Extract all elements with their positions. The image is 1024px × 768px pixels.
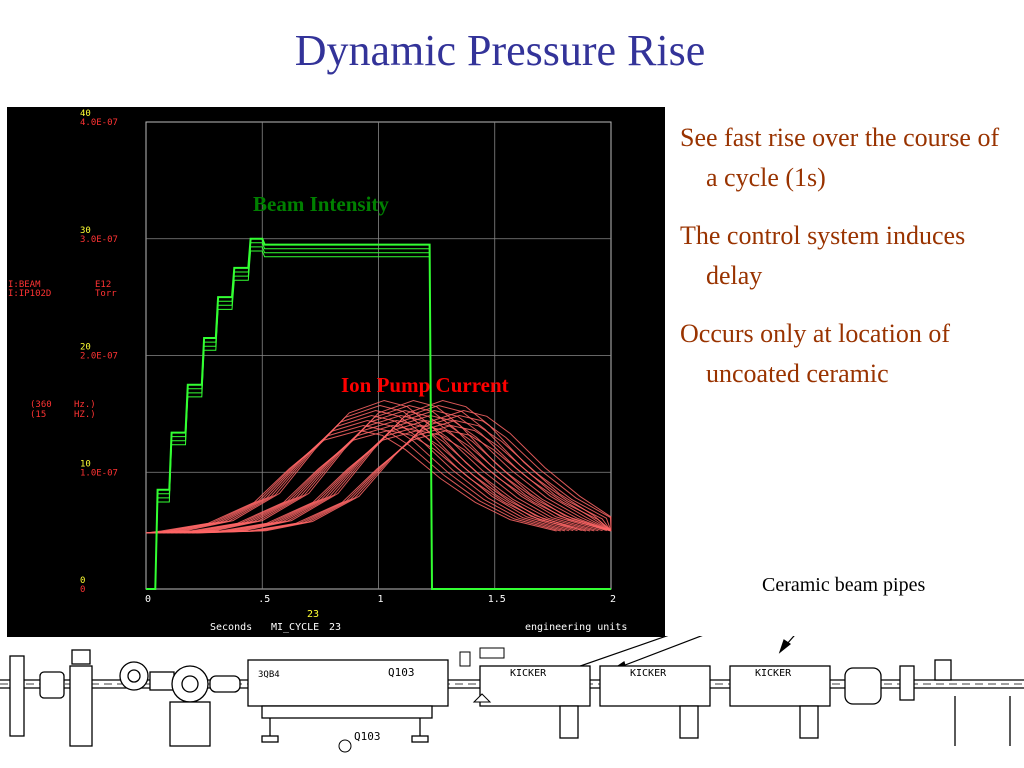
kicker-section: [479, 659, 1011, 746]
y-tick-label-beam: 0: [80, 576, 85, 586]
footer-units: engineering units: [525, 622, 627, 633]
channel-name: I:IP102D: [8, 289, 51, 299]
kicker-label-1: KICKER: [510, 668, 547, 679]
series-line-ion-pump: [183, 424, 612, 534]
channel-rate-unit: HZ.): [74, 410, 96, 420]
channel-name: I:BEAM: [8, 280, 41, 290]
series-line-ion-pump: [145, 399, 612, 534]
bullet-item-3: Occurs only at location of uncoated cera…: [680, 319, 951, 388]
y-tick-label-pressure: 4.0E-07: [80, 118, 118, 128]
y-tick-label-pressure: 3.0E-07: [80, 235, 118, 245]
y-tick-label-beam: 10: [80, 459, 91, 469]
x-tick-label: .5: [258, 594, 270, 605]
bullet-item-1: See fast rise over the course of a cycle…: [680, 123, 1000, 192]
x-tick-label: 2: [610, 594, 616, 605]
bullet-item-2: The control system induces delay: [680, 221, 966, 290]
series-line-ion-pump: [196, 409, 612, 534]
magnet-label-3qb4: 3QB4: [258, 670, 280, 680]
y-tick-label-pressure: 1.0E-07: [80, 468, 118, 478]
oscilloscope-plot: 0.5 1 1.5 2 0 0 10 1.0E-07 20 2.0E-07 30 3.0E-07 40 4…: [7, 107, 665, 637]
kicker-label-2: KICKER: [630, 668, 667, 679]
ceramic-pipes-caption: Ceramic beam pipes: [762, 574, 926, 596]
series-line-ion-pump: [175, 399, 612, 534]
y-tick-label-pressure: 2.0E-07: [80, 352, 118, 362]
beamline-schematic: 3QB4 Q103 Q103 KICKER KICKER KICKER: [0, 636, 1024, 753]
series-line-ion-pump: [145, 409, 574, 534]
footer-event: MI_CYCLE: [271, 622, 319, 633]
kicker-label-3: KICKER: [755, 668, 792, 679]
y-tick-label-pressure: 0: [80, 585, 85, 595]
series-line-ion-pump: [187, 419, 612, 534]
magnet-label-q103-top: Q103: [388, 666, 415, 679]
event-marker: 23: [307, 609, 319, 620]
channel-rate: (15: [30, 410, 46, 420]
channel-rate-unit: Hz.): [74, 400, 96, 410]
ion-pump-device: [338, 647, 505, 753]
vacuum-components: [9, 649, 241, 747]
y-tick-label-beam: 20: [80, 343, 91, 353]
channel-unit: Torr: [95, 289, 117, 299]
annotation-beam-intensity: Beam Intensity: [253, 192, 389, 216]
slide-title: Dynamic Pressure Rise: [294, 26, 706, 75]
y-tick-label-beam: 40: [80, 109, 91, 119]
series-line-beam-intensity: [146, 250, 611, 590]
y-tick-label-beam: 30: [80, 226, 91, 236]
channel-rate: (360: [30, 400, 52, 410]
x-tick-label: 0: [145, 594, 151, 605]
series-line-ion-pump: [145, 399, 582, 534]
x-tick-label: 1.5: [488, 594, 506, 605]
magnet-3qb4: [247, 659, 449, 743]
magnet-label-q103-bottom: Q103: [354, 730, 381, 743]
channel-unit: E12: [95, 280, 111, 290]
annotation-ion-pump-current: Ion Pump Current: [341, 373, 509, 397]
series-line-ion-pump: [145, 424, 561, 534]
series-line-ion-pump: [145, 404, 578, 534]
footer-xunit: Seconds: [210, 622, 252, 633]
scope-chart: 0.5 1 1.5 200101.0E-07202.0E-07303.0E-07404…: [8, 109, 627, 633]
series-line-ion-pump: [145, 414, 570, 534]
footer-event-num: 23: [329, 622, 341, 633]
bullet-list: See fast rise over the course of a cycle…: [680, 118, 1016, 412]
x-tick-label: 1: [377, 594, 383, 605]
